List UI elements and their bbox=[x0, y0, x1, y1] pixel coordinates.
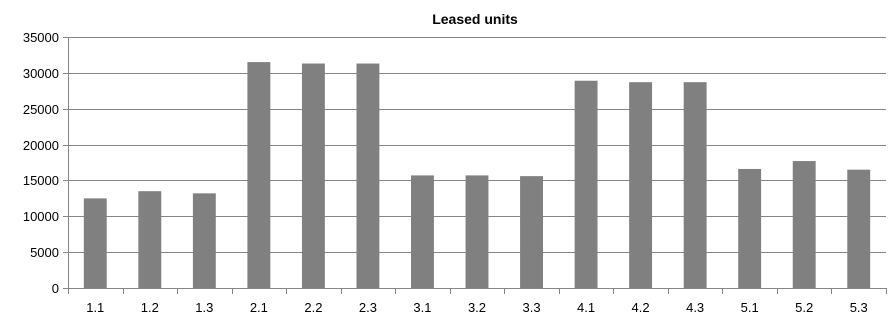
x-tick-label: 4.3 bbox=[686, 300, 704, 315]
y-axis-ticks: 0 5000 10000 15000 20000 25000 30000 35000 bbox=[23, 30, 68, 296]
x-tick-label: 1.2 bbox=[141, 300, 159, 315]
y-tick-label: 0 bbox=[52, 281, 59, 296]
x-tick-label: 3.2 bbox=[468, 300, 486, 315]
x-tick-label: 4.1 bbox=[577, 300, 595, 315]
x-tick-label: 5.2 bbox=[795, 300, 813, 315]
x-tick-label: 5.3 bbox=[850, 300, 868, 315]
y-tick-label: 30000 bbox=[23, 66, 59, 81]
x-tick-label: 5.1 bbox=[741, 300, 759, 315]
chart-title: Leased units bbox=[432, 11, 518, 27]
x-axis-ticks: 1.1 1.2 1.3 2.1 2.2 2.3 3.1 3.2 3.3 4.1 4.2 4.3 5.1 5… bbox=[68, 288, 887, 315]
x-tick-label: 2.3 bbox=[359, 300, 377, 315]
bar-4.2 bbox=[629, 82, 653, 289]
x-tick-label: 4.2 bbox=[632, 300, 650, 315]
x-tick-label: 2.2 bbox=[304, 300, 322, 315]
y-tick-label: 15000 bbox=[23, 173, 59, 188]
y-tick-label: 25000 bbox=[23, 102, 59, 117]
bar-3.1 bbox=[411, 175, 434, 288]
x-tick-label: 1.3 bbox=[195, 300, 213, 315]
x-tick-label: 3.3 bbox=[522, 300, 540, 315]
bar-1.1 bbox=[83, 198, 107, 288]
bar-2.3 bbox=[356, 63, 380, 288]
bar-4.1 bbox=[574, 80, 598, 288]
bar-2.2 bbox=[301, 63, 325, 288]
bar-1.2 bbox=[138, 191, 162, 288]
bar-4.3 bbox=[683, 82, 707, 289]
bar-5.3 bbox=[847, 169, 871, 288]
y-tick-label: 20000 bbox=[23, 138, 59, 153]
bar-1.3 bbox=[192, 193, 216, 288]
bar-2.1 bbox=[247, 62, 271, 288]
bars bbox=[83, 62, 871, 289]
bar-5.1 bbox=[738, 168, 762, 288]
y-tick-label: 5000 bbox=[30, 245, 59, 260]
x-tick-label: 1.1 bbox=[86, 300, 104, 315]
bar-5.2 bbox=[792, 161, 816, 288]
x-tick-label: 3.1 bbox=[413, 300, 431, 315]
x-tick-label: 2.1 bbox=[250, 300, 268, 315]
y-tick-label: 10000 bbox=[23, 209, 59, 224]
bar-3.3 bbox=[520, 176, 543, 288]
y-tick-label: 35000 bbox=[23, 30, 59, 45]
bar-3.2 bbox=[465, 175, 489, 288]
